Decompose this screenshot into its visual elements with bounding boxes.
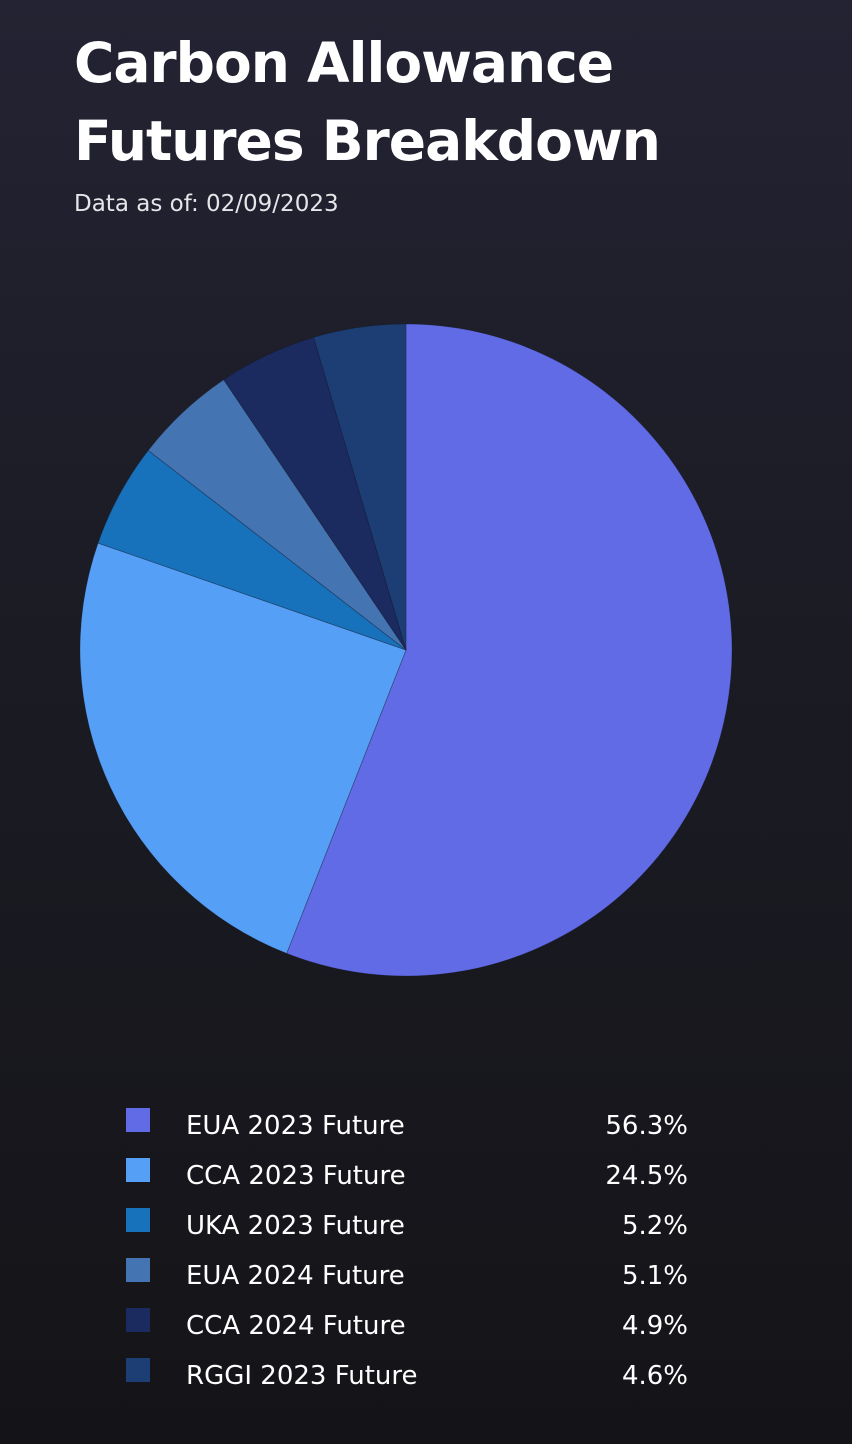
legend-item-uka-2023-future: UKA 2023 Future 5.2%: [126, 1204, 688, 1254]
legend-item-rggi-2023-future: RGGI 2023 Future 4.6%: [126, 1354, 688, 1404]
pie-slice-uka-2023-future: [97, 449, 407, 651]
legend-value: 5.2%: [621, 1211, 688, 1241]
chart-title: Carbon Allowance Futures Breakdown: [74, 31, 661, 173]
legend-value: 56.3%: [605, 1111, 688, 1141]
legend-value: 5.1%: [621, 1261, 688, 1291]
legend-swatch: [126, 1308, 150, 1332]
pie-slice-rggi-2023-future: [313, 323, 407, 651]
legend-value: 4.9%: [621, 1311, 688, 1341]
legend-swatch: [126, 1208, 150, 1232]
legend-item-cca-2023-future: CCA 2023 Future 24.5%: [126, 1154, 688, 1204]
legend-swatch: [126, 1108, 150, 1132]
legend-label: UKA 2023 Future: [186, 1211, 405, 1241]
legend-item-eua-2023-future: EUA 2023 Future 56.3%: [126, 1104, 688, 1154]
legend-label: RGGI 2023 Future: [186, 1361, 418, 1391]
legend-item-eua-2024-future: EUA 2024 Future 5.1%: [126, 1254, 688, 1304]
legend-swatch: [126, 1158, 150, 1182]
legend-swatch: [126, 1358, 150, 1382]
pie-slice-eua-2024-future: [147, 379, 407, 651]
data-date-subtitle: Data as of: 02/09/2023: [74, 191, 339, 217]
legend-value: 4.6%: [621, 1361, 688, 1391]
pie-slices: [79, 323, 733, 977]
legend-label: EUA 2023 Future: [186, 1111, 405, 1141]
legend-label: CCA 2023 Future: [186, 1161, 406, 1191]
legend-label: EUA 2024 Future: [186, 1261, 405, 1291]
legend-swatch: [126, 1258, 150, 1282]
legend-item-cca-2024-future: CCA 2024 Future 4.9%: [126, 1304, 688, 1354]
legend-label: CCA 2024 Future: [186, 1311, 406, 1341]
chart-legend: EUA 2023 Future 56.3% CCA 2023 Future 24.5%…: [126, 1104, 688, 1404]
legend-value: 24.5%: [605, 1161, 688, 1191]
pie-slice-cca-2023-future: [79, 542, 407, 954]
pie-slice-eua-2023-future: [286, 323, 733, 977]
pie-slice-cca-2024-future: [223, 336, 407, 651]
pie-chart: [79, 323, 733, 977]
